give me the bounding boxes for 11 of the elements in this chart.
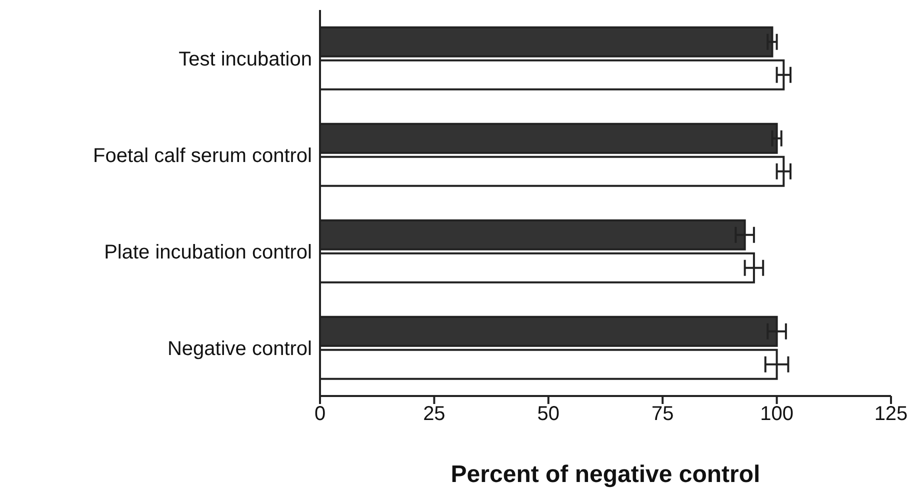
x-tick-label: 125	[874, 403, 908, 426]
x-tick-label: 75	[651, 403, 674, 426]
y-tick-label: Test incubation	[178, 48, 312, 70]
y-tick-label: Foetal calf serum control	[93, 144, 312, 167]
x-axis-title: Percent of negative control	[450, 461, 760, 488]
x-tick-label: 25	[423, 403, 446, 426]
y-tick-label: Plate incubation control	[104, 241, 312, 264]
x-tick-label: 100	[760, 403, 794, 426]
y-tick-label: Negative control	[167, 338, 312, 360]
x-tick-label: 0	[314, 403, 326, 426]
x-tick-label: 50	[537, 403, 560, 426]
